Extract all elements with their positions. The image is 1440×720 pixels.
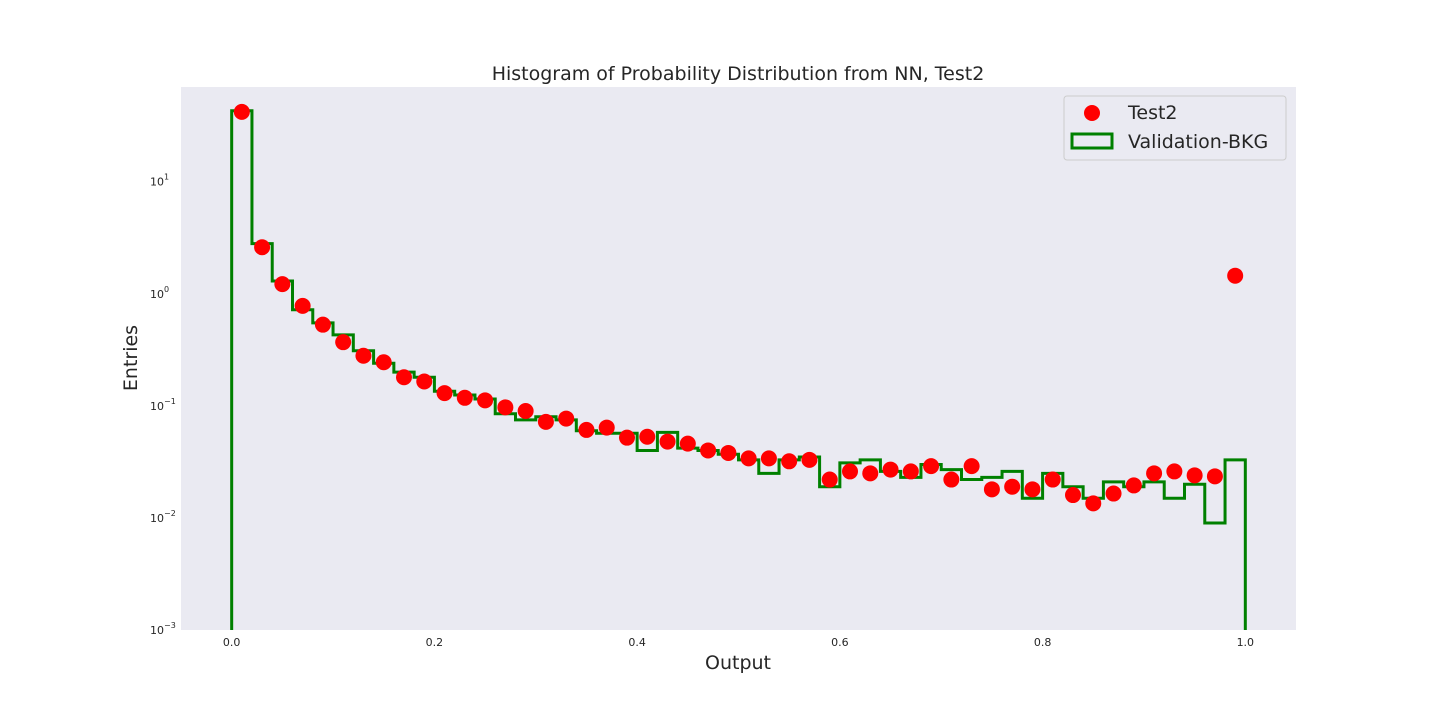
test2-point (963, 458, 980, 475)
test2-point (1065, 487, 1081, 504)
legend-marker-test2 (1084, 105, 1100, 121)
y-tick-label: 101 (150, 173, 169, 189)
test2-point (882, 461, 899, 478)
test2-point (639, 428, 656, 445)
test2-point (1166, 463, 1183, 480)
test2-point (923, 458, 940, 475)
test2-point (436, 385, 453, 402)
x-tick-label: 0.6 (831, 636, 849, 649)
test2-point (314, 316, 331, 333)
test2-point (477, 392, 494, 409)
test2-point (1004, 478, 1021, 495)
test2-point (842, 463, 858, 480)
test2-point (456, 389, 473, 406)
y-tick-label: 100 (150, 285, 169, 301)
test2-point (375, 354, 392, 371)
test2-point (1044, 471, 1061, 488)
y-axis-ticks: 10−3 10−2 10−1 100 101 (150, 173, 176, 637)
x-tick-label: 0.2 (426, 636, 444, 649)
y-tick-label: 10−2 (150, 509, 176, 525)
test2-point (659, 433, 676, 450)
test2-point (537, 413, 554, 430)
test2-point (335, 334, 352, 351)
test2-point (416, 373, 433, 390)
legend: Test2 Validation-BKG (1063, 95, 1287, 161)
test2-point (1146, 465, 1163, 482)
test2-point (943, 471, 960, 488)
test2-point-series (233, 103, 1244, 512)
test2-point (578, 421, 595, 438)
test2-point (1186, 467, 1203, 484)
test2-point (862, 465, 879, 482)
chart-title: Histogram of Probability Distribution fr… (492, 63, 985, 85)
test2-point (396, 369, 412, 386)
test2-point (254, 239, 271, 256)
test2-point (274, 276, 291, 293)
x-tick-label: 0.4 (628, 636, 646, 649)
x-tick-label: 0.8 (1034, 636, 1052, 649)
test2-point (355, 347, 372, 364)
test2-point (294, 297, 311, 314)
test2-point (517, 402, 534, 419)
x-axis-label: Output (705, 652, 771, 674)
test2-point (1206, 468, 1223, 485)
x-tick-label: 1.0 (1237, 636, 1255, 649)
test2-point (1105, 485, 1122, 502)
test2-point (679, 435, 696, 452)
test2-point (1227, 267, 1244, 284)
plot-area (181, 87, 1296, 630)
test2-point (700, 442, 717, 459)
test2-point (619, 429, 635, 446)
test2-point (558, 410, 575, 427)
legend-box (1063, 95, 1287, 161)
test2-point (760, 450, 777, 467)
test2-point (1024, 481, 1041, 498)
test2-point (781, 453, 798, 470)
x-axis-ticks: 0.0 0.2 0.4 0.6 0.8 1.0 (223, 636, 1254, 649)
y-tick-label: 10−3 (150, 621, 176, 637)
y-axis-label: Entries (120, 325, 142, 391)
y-tick-label: 10−1 (150, 397, 176, 413)
test2-point (720, 444, 737, 461)
test2-point (902, 463, 919, 480)
legend-label-validation-bkg: Validation-BKG (1128, 131, 1268, 153)
test2-point (983, 481, 1000, 498)
test2-point (1125, 477, 1142, 494)
test2-point (233, 103, 250, 120)
legend-marker-validation-bkg (1070, 132, 1114, 150)
test2-point (598, 419, 615, 436)
test2-point (497, 399, 514, 416)
test2-point (821, 471, 838, 488)
test2-point (740, 450, 757, 467)
x-tick-label: 0.0 (223, 636, 241, 649)
validation-bkg-step-series (230, 109, 1247, 630)
validation-bkg-step-line (230, 109, 1247, 630)
test2-point (1085, 495, 1102, 512)
legend-label-test2: Test2 (1127, 102, 1178, 124)
test2-point (801, 451, 818, 468)
